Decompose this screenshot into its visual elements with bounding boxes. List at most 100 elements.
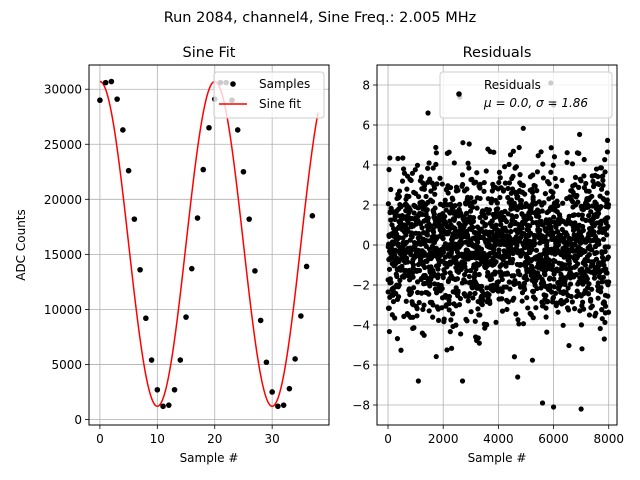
- sample-point: [240, 168, 247, 175]
- residual-point: [530, 268, 537, 274]
- residual-point: [510, 173, 516, 179]
- residual-point: [464, 318, 470, 324]
- residual-point: [427, 176, 433, 182]
- residual-point: [542, 234, 548, 240]
- residual-point: [565, 285, 571, 291]
- sine-fit-title: Sine Fit: [183, 45, 236, 61]
- residual-point: [539, 208, 545, 214]
- residuals-ticks: 0 2000 4000 6000 8000 −8 −6 −4 −2 0 2 4 6 8: [352, 79, 624, 447]
- residual-point: [596, 241, 602, 247]
- residual-point: [422, 264, 428, 271]
- residual-point: [403, 298, 409, 304]
- residual-point: [589, 286, 595, 292]
- residual-point: [540, 301, 546, 307]
- residual-point: [598, 203, 604, 210]
- residual-point: [388, 186, 394, 193]
- residual-point: [478, 283, 485, 289]
- residual-point: [599, 254, 606, 260]
- residual-point: [525, 305, 531, 311]
- residuals-title: Residuals: [463, 45, 532, 61]
- residual-point: [419, 225, 425, 231]
- residual-point: [552, 258, 558, 264]
- residual-point: [434, 181, 440, 187]
- residual-point: [567, 281, 574, 287]
- residual-point: [510, 256, 516, 263]
- residual-point: [437, 175, 443, 181]
- residual-point: [605, 201, 612, 208]
- residual-point: [585, 204, 591, 210]
- residual-point: [579, 299, 586, 305]
- residual-point: [484, 322, 490, 328]
- residual-outlier-point: [459, 378, 466, 384]
- residual-point: [605, 293, 611, 299]
- residual-point: [605, 309, 612, 315]
- residual-point: [593, 201, 599, 207]
- residual-point: [502, 180, 508, 186]
- residual-point: [447, 218, 453, 224]
- residual-point: [475, 306, 481, 312]
- residual-point: [386, 266, 393, 272]
- residual-point: [580, 223, 586, 230]
- sample-point: [171, 386, 178, 393]
- residual-point: [562, 281, 568, 287]
- residual-point: [530, 172, 536, 178]
- fit-ytick-label: 5000: [51, 358, 82, 372]
- residual-point: [482, 222, 488, 229]
- residual-point: [571, 306, 578, 312]
- residual-point: [390, 298, 397, 305]
- residual-point: [476, 271, 482, 278]
- sample-point: [275, 403, 281, 410]
- residual-point: [582, 248, 588, 255]
- resid-xtick-label: 0: [384, 432, 392, 446]
- residual-point: [506, 161, 512, 167]
- residual-point: [605, 223, 611, 229]
- residual-point: [476, 340, 482, 346]
- sample-point: [108, 78, 115, 85]
- residual-point: [486, 207, 493, 213]
- residual-point: [470, 295, 476, 301]
- residual-point: [475, 335, 481, 341]
- residual-point: [583, 180, 589, 187]
- residual-point: [602, 319, 608, 325]
- residual-point: [451, 216, 458, 222]
- residual-point: [566, 261, 572, 267]
- residual-point: [595, 295, 601, 301]
- residual-point: [431, 273, 437, 279]
- residual-point: [492, 269, 498, 275]
- residual-point: [513, 213, 520, 219]
- residual-point: [404, 186, 410, 192]
- legend-label-sine-fit: Sine fit: [259, 97, 301, 111]
- residual-point: [519, 298, 525, 304]
- residual-point: [605, 244, 611, 250]
- residual-point: [429, 198, 436, 205]
- residual-point: [554, 198, 560, 204]
- residual-point: [529, 189, 536, 196]
- fit-ytick-label: 30000: [44, 83, 82, 97]
- residual-point: [482, 214, 489, 221]
- sample-point: [269, 389, 275, 395]
- residual-point: [544, 238, 550, 244]
- residual-point: [579, 212, 585, 218]
- residual-point: [433, 144, 439, 151]
- residual-point: [481, 188, 487, 194]
- residual-point: [474, 170, 480, 176]
- residual-point: [399, 263, 405, 269]
- residual-point: [395, 155, 401, 162]
- residual-point: [496, 247, 502, 253]
- residual-point: [469, 176, 475, 182]
- residual-point: [467, 290, 473, 297]
- residual-point: [583, 217, 589, 223]
- residual-point: [397, 277, 403, 283]
- residual-point: [524, 295, 530, 301]
- residual-point: [569, 299, 575, 305]
- residual-point: [418, 174, 424, 180]
- residual-point: [496, 169, 503, 175]
- residual-point: [504, 228, 510, 234]
- residual-point: [442, 213, 448, 220]
- fit-ytick-label: 20000: [44, 193, 82, 207]
- residual-point: [586, 188, 592, 194]
- fit-xtick-label: 20: [207, 432, 222, 446]
- residual-point: [505, 185, 511, 192]
- residual-point: [566, 342, 572, 349]
